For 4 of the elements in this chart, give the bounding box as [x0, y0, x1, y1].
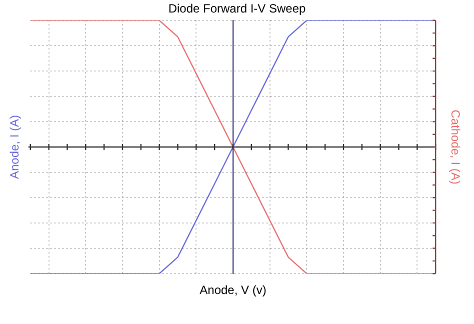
- y-axis-title: Anode, I (A): [8, 114, 22, 180]
- x-axis-title: Anode, V (v): [200, 283, 266, 298]
- chart-title: Diode Forward I-V Sweep: [168, 2, 306, 16]
- y2-axis-title: Cathode, I (A): [448, 110, 462, 184]
